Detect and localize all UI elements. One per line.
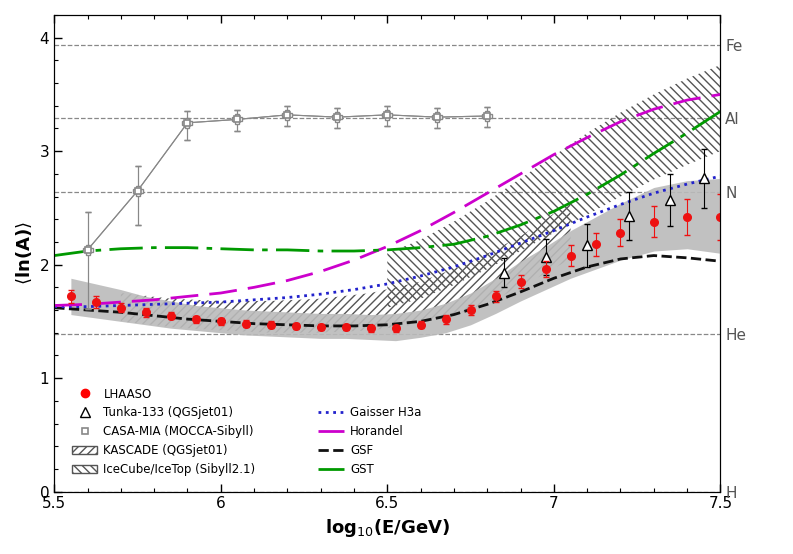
Legend: Gaisser H3a, Horandel, GSF, GST: Gaisser H3a, Horandel, GSF, GST: [313, 402, 426, 481]
X-axis label: log$_{10}$(E/GeV): log$_{10}$(E/GeV): [325, 517, 450, 539]
Y-axis label: $\langle$ln(A)$\rangle$: $\langle$ln(A)$\rangle$: [15, 222, 34, 285]
